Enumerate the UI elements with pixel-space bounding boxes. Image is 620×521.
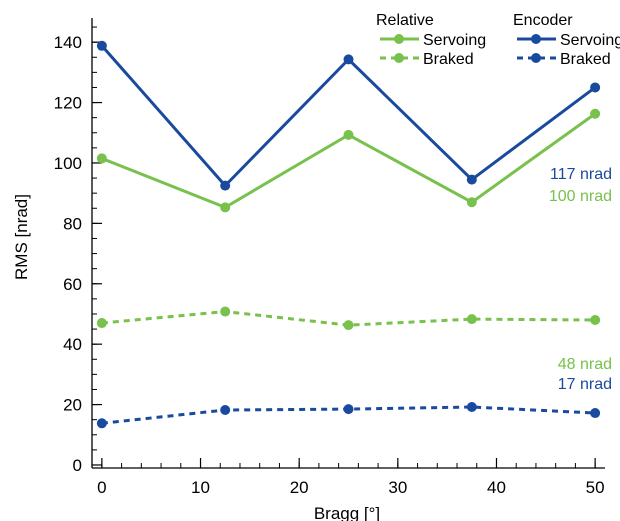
y-tick-label: 20 xyxy=(63,396,82,415)
x-tick-label: 10 xyxy=(191,478,210,497)
annotation-48-nrad: 48 nrad xyxy=(558,356,612,373)
y-tick-label: 80 xyxy=(63,214,82,233)
relative-braked-point xyxy=(590,315,601,326)
relative-braked-point xyxy=(96,318,107,329)
annotation-117-nrad: 117 nrad xyxy=(550,166,612,183)
x-tick-label: 0 xyxy=(97,478,106,497)
legend-marker-encoder-servoing xyxy=(531,34,541,44)
axes: 0 10 20 30 40 50 0 20 40 60 80 100 120 140 xyxy=(54,18,605,497)
annotation-100-nrad: 100 nrad xyxy=(549,188,612,205)
y-tick-label: 120 xyxy=(54,94,82,113)
x-axis-label: Bragg [°] xyxy=(314,504,380,521)
relative-servoing-point xyxy=(343,129,354,140)
legend-title-relative: Relative xyxy=(376,12,434,29)
encoder-servoing-point xyxy=(220,180,231,191)
relative-servoing-point xyxy=(466,197,477,208)
relative-braked-point xyxy=(343,320,354,331)
encoder-servoing-point xyxy=(590,82,601,93)
annotation-17-nrad: 17 nrad xyxy=(558,376,612,393)
relative-servoing-point xyxy=(590,108,601,119)
encoder-braked-point xyxy=(343,404,354,415)
relative-servoing-point xyxy=(96,153,107,164)
y-tick-label: 100 xyxy=(54,154,82,173)
encoder-servoing-point xyxy=(466,174,477,185)
legend-marker-encoder-braked xyxy=(531,53,541,63)
y-tick-label: 40 xyxy=(63,335,82,354)
legend-title-encoder: Encoder xyxy=(513,12,573,29)
encoder-servoing-line xyxy=(100,44,597,188)
y-tick-label: 60 xyxy=(63,275,82,294)
y-tick-label: 0 xyxy=(73,456,82,475)
legend-label-relative-braked: Braked xyxy=(423,51,474,68)
y-tick-label: 140 xyxy=(54,33,82,52)
relative-servoing-point xyxy=(220,202,231,213)
legend-label-relative-servoing: Servoing xyxy=(423,32,486,49)
legend-label-encoder-servoing: Servoing xyxy=(560,32,620,49)
legend-marker-relative-servoing xyxy=(394,34,404,44)
encoder-braked-point xyxy=(466,401,477,412)
encoder-servoing-point xyxy=(343,54,354,65)
encoder-braked-point xyxy=(220,405,231,416)
legend-label-encoder-braked: Braked xyxy=(560,51,611,68)
y-axis-label: RMS [nrad] xyxy=(12,194,31,280)
x-tick-label: 30 xyxy=(388,478,407,497)
relative-braked-point xyxy=(466,314,477,325)
annotation-layer: 117 nrad 100 nrad 48 nrad 17 nrad xyxy=(549,166,612,393)
relative-braked-point xyxy=(220,306,231,317)
encoder-braked-point xyxy=(590,408,601,419)
legend-marker-relative-braked xyxy=(394,53,404,63)
series-layer xyxy=(96,40,601,429)
encoder-servoing-point xyxy=(96,40,107,51)
x-tick-label: 20 xyxy=(290,478,309,497)
x-tick-label: 40 xyxy=(487,478,506,497)
legend: Relative Servoing Braked Encoder Servoing Bra… xyxy=(376,12,620,68)
encoder-braked-point xyxy=(96,418,107,429)
x-tick-label: 50 xyxy=(586,478,605,497)
